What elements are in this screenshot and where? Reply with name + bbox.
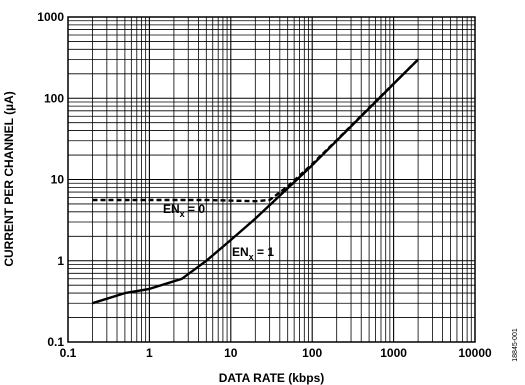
y-tick-label: 1000 [37, 10, 64, 24]
y-tick-label: 1 [57, 254, 64, 268]
series-layer [92, 58, 419, 305]
y-tick-label: 0.1 [47, 335, 64, 349]
x-tick-label: 1 [146, 346, 153, 360]
y-axis-label: CURRENT PER CHANNEL (µA) [2, 91, 16, 266]
x-tick-label: 10 [224, 346, 238, 360]
grid [68, 17, 475, 342]
series-line-enx-0 [92, 58, 419, 203]
y-tick-label: 10 [51, 173, 65, 187]
plot-frame [67, 16, 476, 343]
x-tick-label: 1000 [380, 346, 407, 360]
x-tick-label: 0.1 [60, 346, 77, 360]
figure-code: 18845-001 [512, 328, 519, 362]
annotation-enx-0: ENx = 0 [163, 202, 205, 219]
x-axis-label: DATA RATE (kbps) [219, 371, 325, 385]
x-tick-label: 100 [302, 346, 322, 360]
y-tick-label: 100 [44, 91, 64, 105]
x-tick-label: 10000 [458, 346, 492, 360]
annotation-enx-1: ENx = 1 [232, 245, 274, 262]
y-tick-labels: 0.1 1 10 100 1000 [37, 10, 64, 349]
x-tick-labels: 0.1 1 10 100 1000 10000 [60, 346, 492, 360]
